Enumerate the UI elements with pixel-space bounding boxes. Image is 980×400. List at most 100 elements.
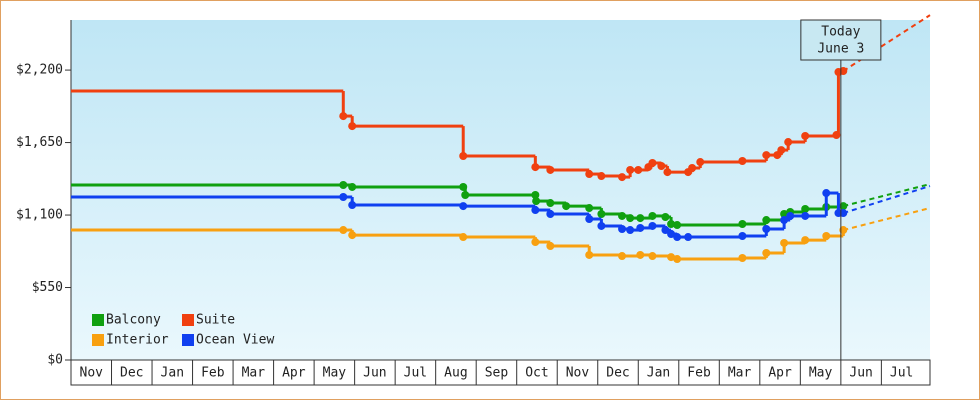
- point: [762, 216, 771, 225]
- point: [562, 202, 571, 211]
- point: [339, 112, 348, 121]
- legend-label: Balcony: [106, 313, 161, 328]
- forecast-line: [843, 207, 931, 232]
- x-tick-label: Jun: [849, 366, 872, 381]
- legend-swatch: [182, 314, 194, 326]
- point: [822, 231, 831, 240]
- x-tick-label: Nov: [80, 366, 104, 381]
- forecast-line: [842, 14, 931, 72]
- point: [459, 202, 468, 211]
- x-tick-label: May: [323, 366, 347, 381]
- point: [626, 214, 635, 223]
- point: [762, 151, 771, 160]
- point: [762, 225, 771, 234]
- point: [636, 223, 645, 232]
- point: [618, 211, 627, 220]
- point: [780, 209, 789, 218]
- y-tick-label: $0: [47, 353, 63, 368]
- x-tick-label: Apr: [282, 366, 306, 381]
- legend-swatch: [92, 334, 104, 346]
- x-tick-label: May: [809, 366, 833, 381]
- point: [618, 225, 627, 234]
- x-tick-label: Apr: [768, 366, 792, 381]
- point: [667, 220, 676, 228]
- point: [339, 192, 348, 201]
- point: [546, 199, 555, 208]
- point: [777, 146, 786, 155]
- point: [546, 242, 555, 251]
- point: [532, 197, 541, 206]
- point: [762, 248, 771, 257]
- point: [597, 209, 606, 218]
- x-tick-label: Jun: [363, 366, 386, 381]
- x-tick-label: Mar: [242, 366, 266, 381]
- point: [585, 214, 594, 223]
- point: [597, 172, 606, 181]
- point: [684, 233, 693, 242]
- point: [461, 191, 470, 200]
- point: [348, 122, 357, 131]
- legend-swatch: [92, 314, 104, 326]
- legend-label: Ocean View: [196, 333, 274, 348]
- annotation-text: June 3: [817, 42, 864, 57]
- point: [688, 163, 697, 172]
- x-tick-label: Jul: [404, 366, 427, 381]
- x-tick-label: Jan: [161, 366, 184, 381]
- annotation-box: [800, 19, 882, 61]
- point: [667, 230, 676, 239]
- point: [459, 182, 468, 191]
- point: [801, 211, 810, 220]
- point: [348, 182, 357, 191]
- point: [780, 216, 789, 225]
- point: [339, 180, 348, 189]
- point: [801, 204, 810, 213]
- point: [784, 138, 793, 147]
- point: [657, 162, 666, 171]
- point: [348, 201, 357, 210]
- x-tick-label: Dec: [606, 366, 629, 381]
- forecast-line: [843, 183, 931, 208]
- legend-label: Interior: [106, 333, 169, 348]
- point: [546, 165, 555, 174]
- y-tick-label: $1,100: [16, 208, 63, 223]
- point: [648, 158, 657, 167]
- point: [801, 131, 810, 140]
- point: [786, 211, 795, 220]
- point: [801, 236, 810, 245]
- point: [626, 165, 635, 174]
- point: [626, 226, 635, 235]
- point: [634, 165, 643, 174]
- point: [738, 231, 747, 240]
- x-tick-label: Mar: [728, 366, 752, 381]
- point: [348, 231, 357, 240]
- x-tick-label: Jul: [890, 366, 913, 381]
- point: [459, 233, 468, 242]
- point: [822, 189, 831, 198]
- legend-swatch: [182, 334, 194, 346]
- point: [673, 233, 682, 242]
- legend-label: Suite: [196, 313, 235, 328]
- point: [531, 191, 540, 200]
- point: [661, 226, 670, 235]
- point: [648, 252, 657, 261]
- y-tick-label: $550: [32, 280, 63, 295]
- annotation-text: Today: [821, 25, 860, 40]
- point: [780, 238, 789, 247]
- plot-area: [71, 20, 930, 360]
- x-tick-label: Jan: [647, 366, 670, 381]
- point: [661, 213, 670, 222]
- point: [618, 173, 627, 182]
- x-tick-label: Oct: [525, 366, 548, 381]
- point: [738, 220, 747, 228]
- point: [636, 250, 645, 259]
- point: [696, 158, 705, 167]
- x-tick-label: Nov: [566, 366, 590, 381]
- point: [585, 250, 594, 259]
- point: [648, 221, 657, 230]
- point: [585, 204, 594, 213]
- x-tick-label: Aug: [444, 366, 467, 381]
- point: [673, 221, 682, 230]
- point: [531, 238, 540, 247]
- point: [673, 255, 682, 264]
